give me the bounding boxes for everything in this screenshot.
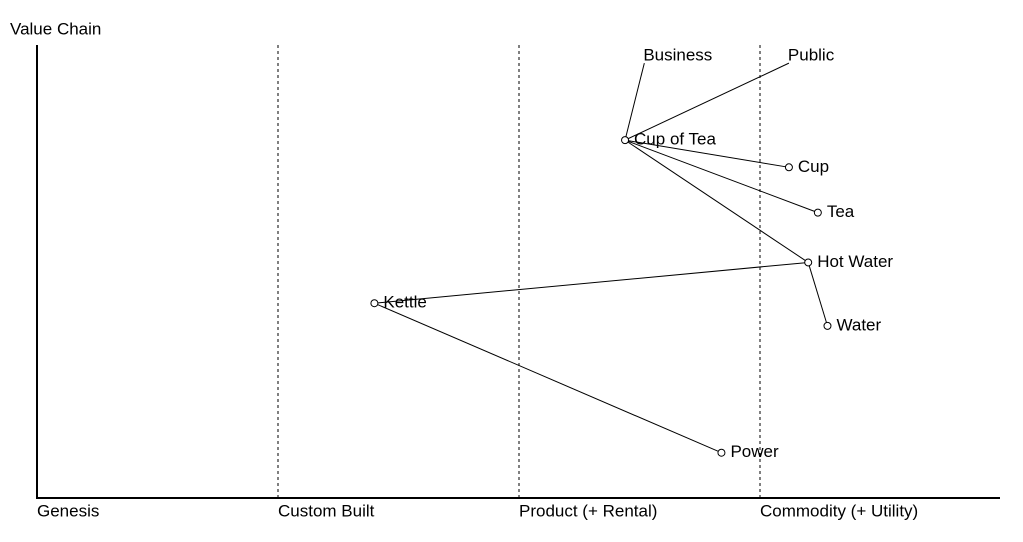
component [823,321,832,330]
component-label: Hot Water [817,252,893,271]
component [621,136,630,145]
component-label: Cup [798,157,829,176]
component [804,258,813,267]
component-label: Power [730,442,779,461]
anchor-label: Business [643,46,712,65]
component [370,299,379,308]
link [374,302,722,454]
component-label: Kettle [383,293,426,312]
x-tick-label: Genesis [37,501,99,520]
link [624,62,790,141]
x-tick-label: Product (+ Rental) [519,501,657,520]
component-label: Water [836,315,881,334]
link [807,262,828,327]
component [784,163,793,172]
component [717,448,726,457]
link [624,139,809,263]
link [624,139,819,214]
component-label: Cup of Tea [634,130,716,149]
component-label: Tea [827,202,855,221]
link [624,62,645,141]
component [813,208,822,217]
link [374,261,809,304]
anchor-label: Public [788,46,835,65]
x-tick-label: Custom Built [278,501,375,520]
x-tick-label: Commodity (+ Utility) [760,501,918,520]
y-axis-label: Value Chain [10,19,101,38]
link [624,139,790,168]
